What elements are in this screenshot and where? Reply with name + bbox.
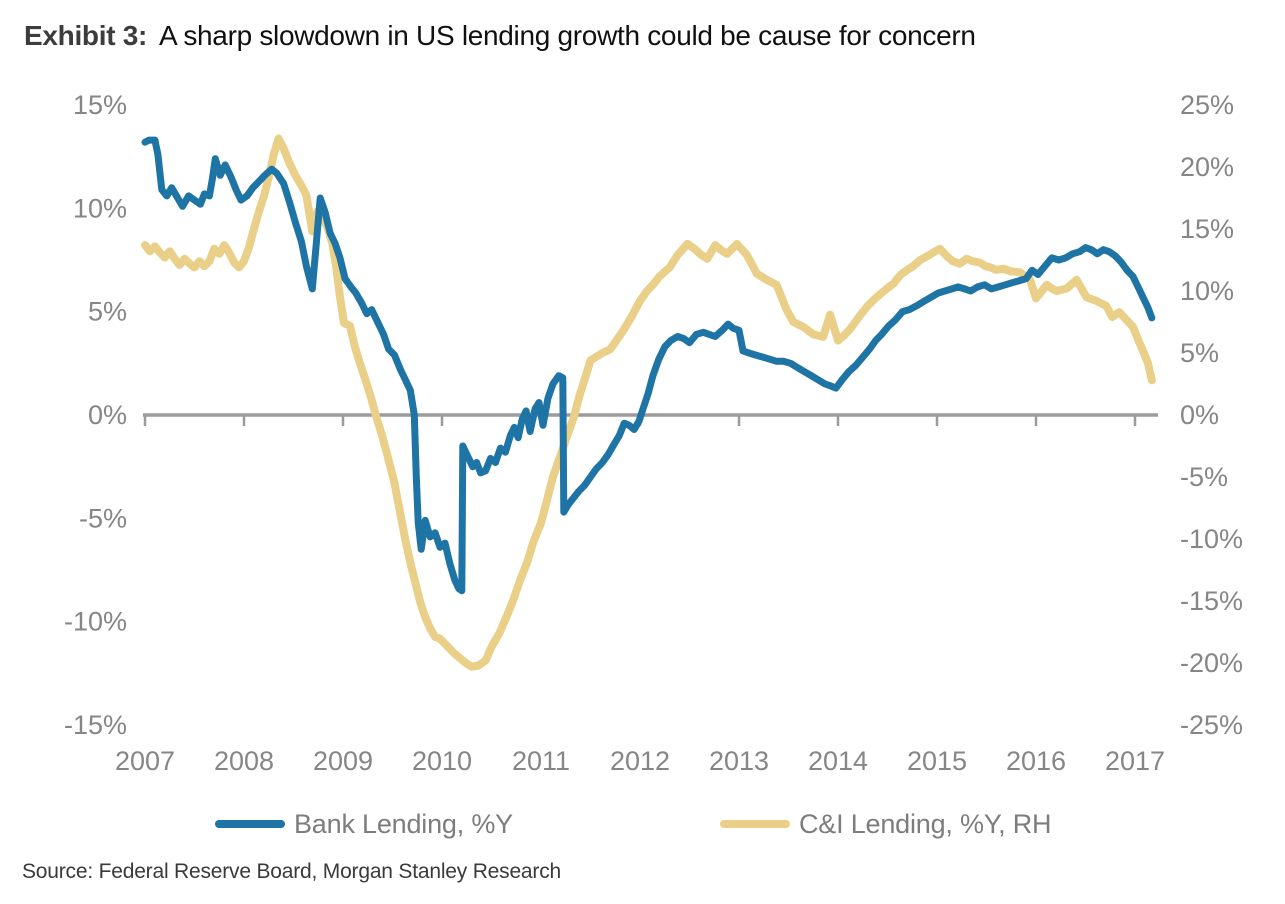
chart-legend: Bank Lending, %Y C&I Lending, %Y, RH [0,806,1285,846]
bank-lending-swatch-icon [215,820,285,828]
legend-item-bank-lending: Bank Lending, %Y [215,806,513,842]
x-axis-label: 2010 [412,746,472,776]
right-axis-label: -25% [1180,710,1243,740]
left-axis-label: 15% [73,90,127,120]
source-note: Source: Federal Reserve Board, Morgan St… [22,860,561,883]
right-axis-label: 25% [1180,90,1234,120]
lending-growth-chart: 2007 2008 2009 2010 2011 2012 2013 2014 2015 2016… [64,90,1243,776]
x-axis-label: 2015 [907,746,967,776]
x-axis-label: 2014 [808,746,868,776]
ci-lending-swatch-icon [720,820,790,828]
right-axis-label: 0% [1180,400,1219,430]
x-axis-label: 2008 [214,746,274,776]
bank-lending-line [141,136,1156,595]
right-axis-label: 10% [1180,276,1234,306]
legend-item-ci-lending: C&I Lending, %Y, RH [720,806,1052,842]
left-axis-label: -15% [64,710,127,740]
ci-lending-line [141,134,1156,671]
right-axis-label: -20% [1180,648,1243,678]
x-axis-label: 2016 [1006,746,1066,776]
left-axis-label: -5% [79,503,127,533]
left-axis-label: 10% [73,193,127,223]
legend-label-bank-lending: Bank Lending, %Y [294,808,513,839]
exhibit-number: Exhibit 3: [24,20,148,51]
x-axis-label: 2007 [115,746,175,776]
left-axis-label: 0% [88,400,127,430]
x-axis-label: 2017 [1105,746,1165,776]
x-axis-label: 2009 [313,746,373,776]
page-title: A sharp slowdown in US lending growth co… [159,20,976,51]
exhibit-title: Exhibit 3: A sharp slowdown in US lending… [24,20,1264,52]
x-axis-label: 2013 [709,746,769,776]
x-axis-label: 2012 [610,746,670,776]
left-axis-label: -10% [64,607,127,637]
chart-canvas: 2007 2008 2009 2010 2011 2012 2013 2014 2015 2016… [64,90,1243,776]
right-axis-label: 5% [1180,338,1219,368]
right-axis-label: -10% [1180,524,1243,554]
legend-label-ci-lending: C&I Lending, %Y, RH [799,808,1052,839]
right-axis-label: 20% [1180,152,1234,182]
right-axis-label: -15% [1180,586,1243,616]
right-axis-label: -5% [1180,462,1228,492]
x-axis-label: 2011 [512,746,570,776]
right-axis-label: 15% [1180,214,1234,244]
left-axis-label: 5% [88,297,127,327]
